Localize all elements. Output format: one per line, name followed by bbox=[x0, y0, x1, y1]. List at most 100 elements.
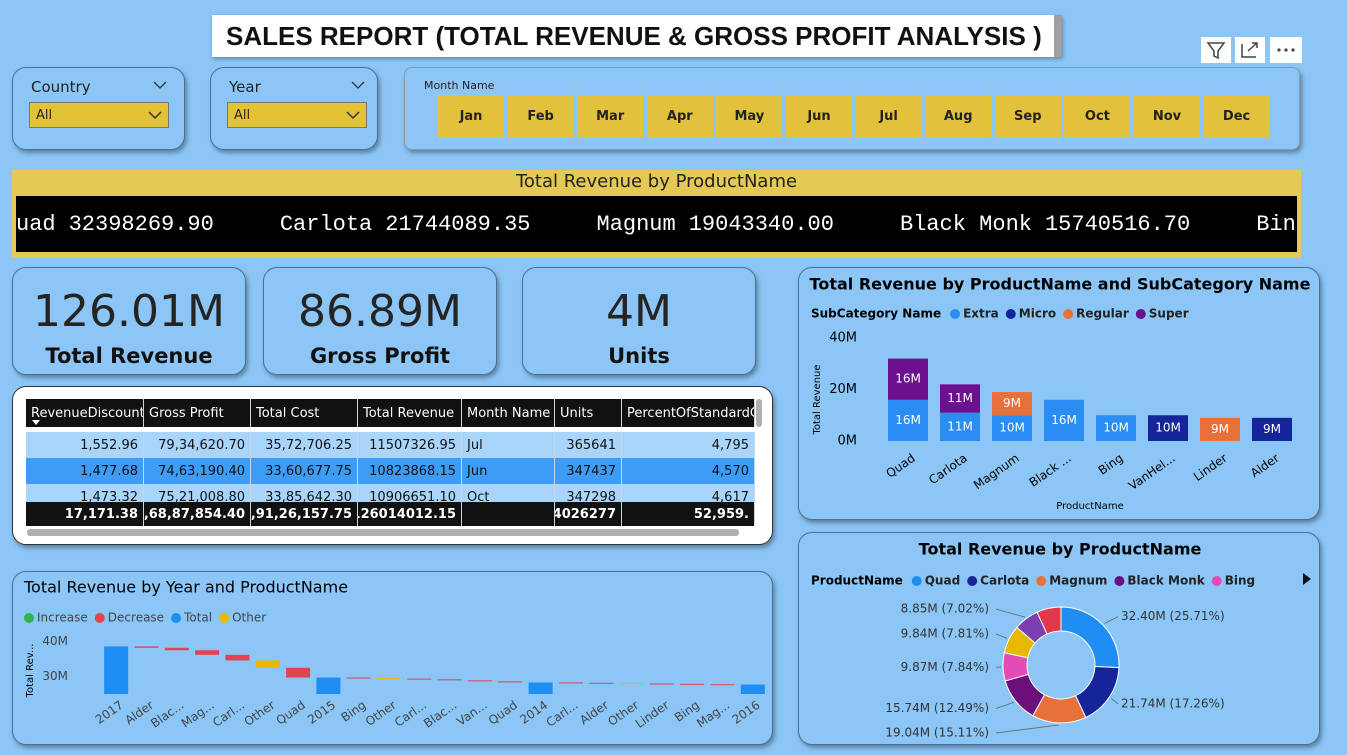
legend-label: Bing bbox=[1225, 574, 1255, 588]
legend-marker bbox=[24, 613, 34, 623]
data-label: 11M bbox=[947, 419, 973, 433]
slicer-dropdown[interactable]: All bbox=[29, 102, 169, 128]
y-tick-label: 40M bbox=[42, 634, 68, 648]
kpi-card: 126.01M Total Revenue bbox=[12, 267, 246, 375]
chart-panel: Total Revenue by ProductName and SubCate… bbox=[798, 267, 1320, 520]
slicer: Country All bbox=[12, 67, 185, 150]
chevron bbox=[153, 81, 167, 89]
table-cell: 4026277 bbox=[555, 502, 622, 526]
table-cell: 33,85,642.30 bbox=[251, 484, 358, 510]
x-tick-label: Bing bbox=[1096, 451, 1126, 478]
table-cell: 35,72,706.25 bbox=[251, 432, 358, 458]
x-tick-label: Blac... bbox=[148, 698, 186, 731]
waterfall-bar bbox=[164, 647, 189, 651]
table-body: RevenueDiscount Gross Profit Total Cost Tot… bbox=[26, 399, 755, 527]
x-tick-label: Magnum bbox=[971, 451, 1022, 492]
chart-panel: Total Revenue by ProductName ProductName Q… bbox=[798, 532, 1320, 745]
table-cell: Gross Profit bbox=[144, 399, 251, 427]
data-label: 16M bbox=[895, 372, 921, 386]
month-button[interactable]: Aug bbox=[925, 95, 992, 138]
bar-segment bbox=[1044, 399, 1084, 441]
slicer-value: All bbox=[234, 108, 251, 123]
x-tick-label: 2014 bbox=[517, 698, 550, 727]
x-tick-label: Alder bbox=[1248, 451, 1282, 481]
month-button[interactable]: Jan bbox=[438, 95, 504, 138]
month-button[interactable]: Jun bbox=[786, 95, 852, 138]
chart-title: Total Revenue by ProductName and SubCate… bbox=[810, 275, 1311, 294]
leader-line bbox=[995, 608, 1026, 618]
ticker-value: 19043340.00 bbox=[688, 211, 834, 237]
table-visual: RevenueDiscount Gross Profit Total Cost Tot… bbox=[12, 386, 773, 545]
ticker-item: Bin bbox=[1256, 212, 1296, 237]
table-cell: 74,63,190.40 bbox=[144, 458, 251, 484]
waterfall-bar bbox=[225, 654, 250, 661]
month-button[interactable]: Feb bbox=[507, 95, 574, 138]
table-cell: 365641 bbox=[555, 432, 622, 458]
table-cell: 347437 bbox=[555, 458, 622, 484]
x-tick-label: Mag... bbox=[179, 698, 217, 731]
ticker-name: Magnum bbox=[596, 211, 676, 237]
kpi-card: 86.89M Gross Profit bbox=[263, 267, 497, 375]
month-button[interactable]: Sep bbox=[994, 95, 1061, 138]
data-label: 9.84M (7.81%) bbox=[901, 626, 989, 640]
table-cell: 3,91,26,157.75 bbox=[251, 502, 358, 526]
slicer-dropdown[interactable]: All bbox=[227, 102, 367, 128]
x-tick-label: Black ... bbox=[1027, 451, 1074, 490]
sort-indicator bbox=[32, 420, 40, 425]
x-tick-label: Carlota bbox=[926, 451, 970, 487]
data-label: 10M bbox=[999, 421, 1025, 435]
month-button[interactable]: Nov bbox=[1134, 95, 1200, 138]
legend-marker bbox=[1114, 576, 1125, 586]
filter-button[interactable] bbox=[1201, 37, 1231, 63]
table-cell: 1,552.96 bbox=[26, 432, 144, 458]
table-header: RevenueDiscount Gross Profit Total Cost Tot… bbox=[26, 399, 755, 427]
table-cell: 4,617 bbox=[622, 484, 755, 510]
ticker-name: uad bbox=[16, 211, 56, 237]
y-axis-title: Total Revenue bbox=[812, 364, 823, 435]
header-chevron bbox=[351, 81, 365, 89]
month-button[interactable]: Apr bbox=[646, 95, 713, 138]
legend-label: Carlota bbox=[980, 574, 1029, 588]
table-cell: 52,959. bbox=[622, 502, 755, 526]
waterfall-bar bbox=[407, 678, 432, 680]
waterfall-bar bbox=[104, 646, 129, 694]
month-button[interactable]: Oct bbox=[1064, 95, 1131, 138]
bar-segment bbox=[1200, 417, 1240, 441]
table-cell: Total Cost bbox=[251, 399, 358, 427]
table-cell bbox=[462, 502, 555, 526]
table-cell: 8,68,87,854.40 bbox=[144, 502, 251, 526]
chart: Total Revenue by ProductName and SubCate… bbox=[810, 275, 1311, 513]
table-cell: 4,795 bbox=[622, 432, 755, 458]
chart-title: Total Revenue by Year and ProductName bbox=[23, 578, 348, 597]
data-label: 11M bbox=[947, 391, 973, 405]
month-button[interactable]: Mar bbox=[577, 95, 644, 138]
ticker: Total Revenue by ProductName uad 32398269.… bbox=[12, 170, 1301, 258]
data-label: 9M bbox=[1263, 422, 1281, 436]
bar-segment bbox=[1096, 415, 1136, 441]
chevron bbox=[351, 81, 365, 89]
donut-slice bbox=[1060, 606, 1120, 669]
data-label: 10M bbox=[1155, 421, 1181, 435]
ticker-name: Black Monk bbox=[899, 211, 1032, 237]
month-slicer: Month Name Jan Feb Mar Apr May Jun Jul Aug Sep Oct… bbox=[404, 67, 1300, 150]
filter-icon bbox=[1206, 42, 1226, 60]
table-row: 1,477.68 74,63,190.40 33,60,677.75 10823868… bbox=[26, 458, 755, 484]
waterfall-bar bbox=[740, 684, 765, 694]
legend-label: Black Monk bbox=[1127, 574, 1205, 588]
month-button[interactable]: Dec bbox=[1203, 95, 1270, 138]
month-button[interactable]: Jul bbox=[855, 95, 922, 138]
legend-next[interactable] bbox=[1303, 573, 1311, 585]
card-value: 126.01M bbox=[33, 286, 225, 337]
waterfall-bar bbox=[558, 682, 583, 684]
table-cell: 1,473.32 bbox=[26, 484, 144, 510]
data-label: 9M bbox=[1003, 396, 1021, 410]
slicer: Year All bbox=[210, 67, 378, 150]
month-button[interactable]: May bbox=[716, 95, 783, 138]
x-tick-label: Carl... bbox=[210, 698, 247, 730]
y-axis-title: Total Rev... bbox=[25, 644, 36, 699]
legend-marker bbox=[1005, 309, 1016, 319]
legend-marker bbox=[219, 613, 230, 623]
table-cell: 75,21,008.80 bbox=[144, 484, 251, 510]
bar-segment bbox=[992, 392, 1032, 416]
legend-marker bbox=[94, 613, 105, 623]
